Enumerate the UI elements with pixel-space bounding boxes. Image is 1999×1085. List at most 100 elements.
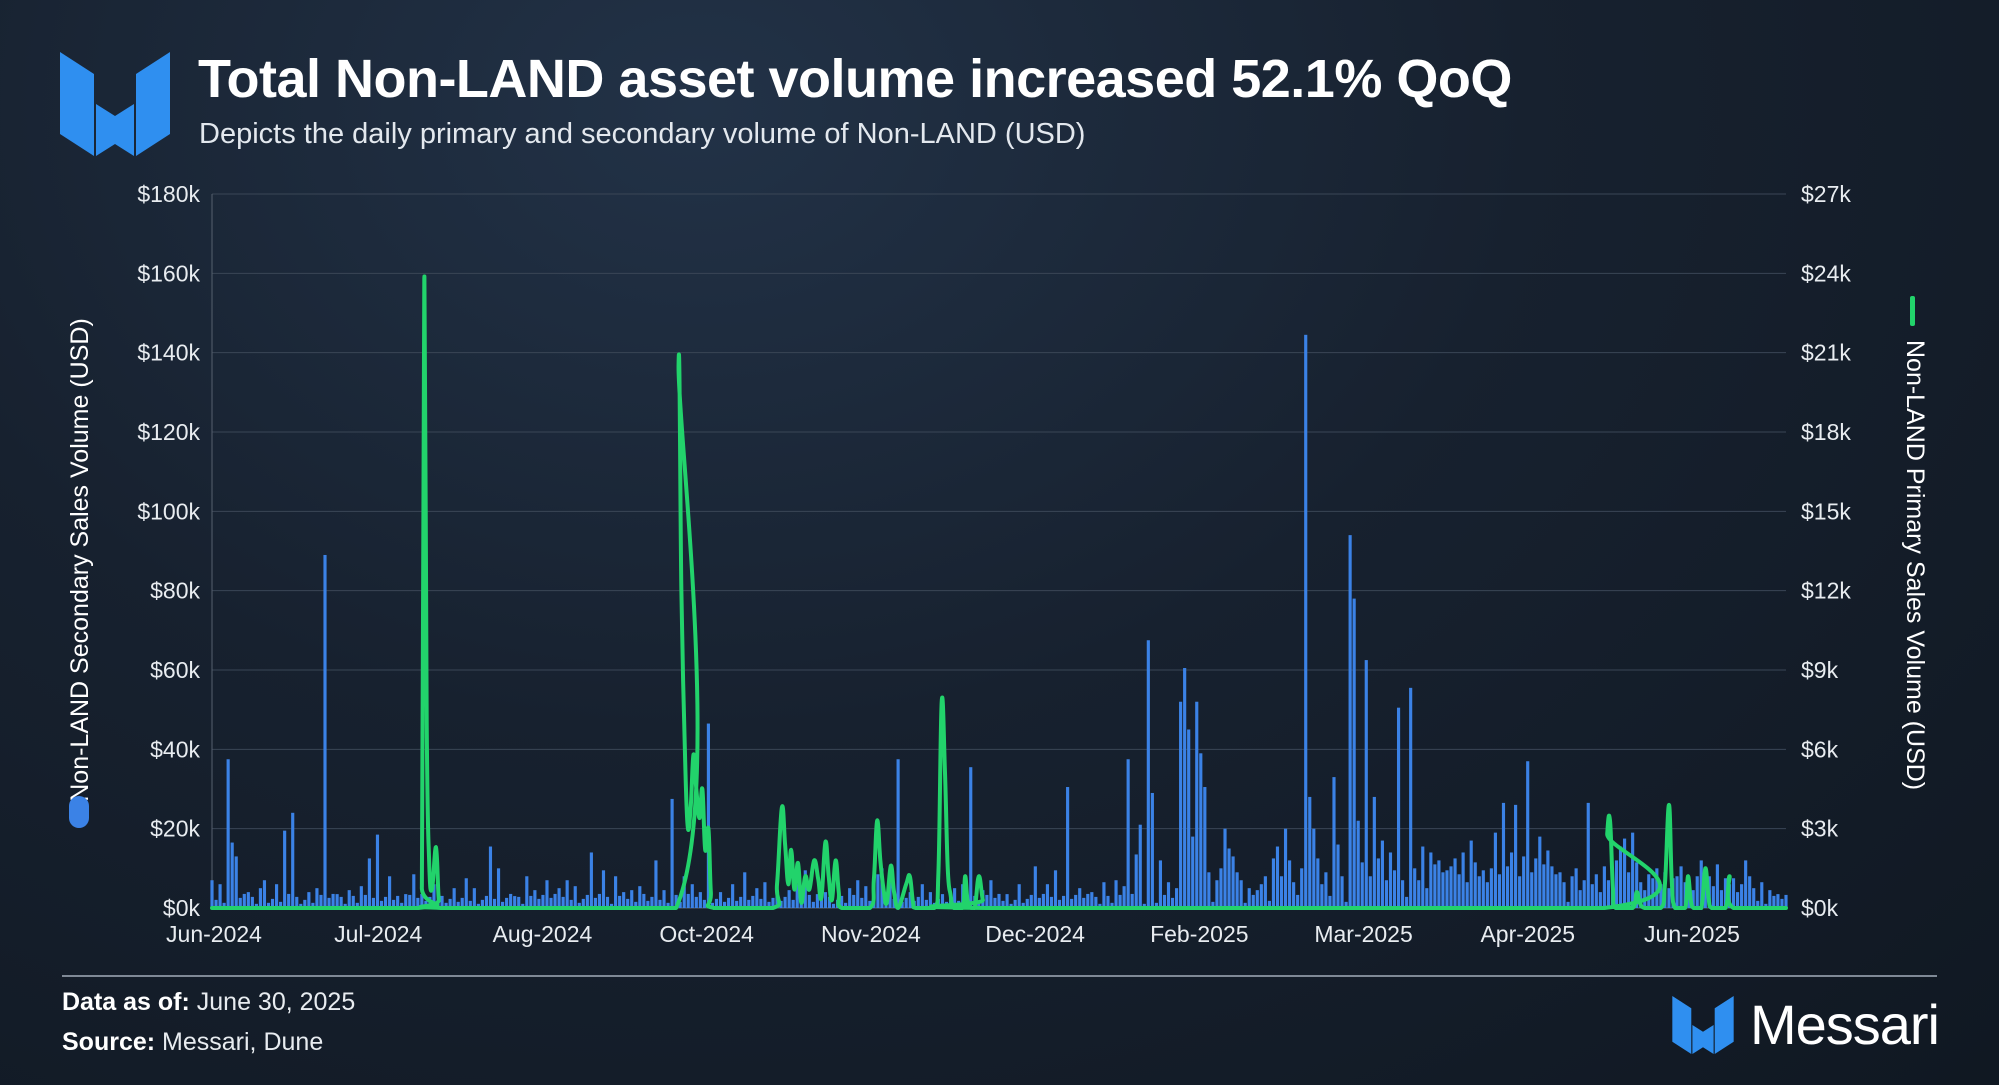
secondary-bar [1336, 844, 1340, 908]
secondary-bar [1166, 882, 1171, 908]
left-tick-label: $0k [163, 895, 201, 921]
secondary-bar [1045, 884, 1050, 908]
secondary-bar [1320, 884, 1324, 908]
secondary-bar [363, 894, 367, 908]
secondary-bar [1223, 828, 1227, 908]
secondary-bar [1037, 897, 1041, 908]
secondary-bar [1029, 894, 1033, 908]
secondary-bar [1752, 888, 1756, 908]
secondary-bar [230, 842, 234, 908]
secondary-bar [299, 903, 303, 908]
right-tick-label: $15k [1801, 498, 1851, 524]
secondary-bar [1175, 888, 1179, 908]
secondary-bar [1049, 896, 1054, 908]
left-tick-label: $20k [150, 816, 200, 842]
secondary-bar [1001, 900, 1005, 908]
secondary-bar [396, 895, 400, 908]
secondary-bar [1477, 876, 1481, 908]
right-axis-ticks: $0k $3k $6k $9k $12k $15k $18k $21k $24k $27k [1801, 181, 1851, 921]
secondary-bar [226, 759, 230, 908]
secondary-bar [856, 880, 860, 908]
secondary-bar [1635, 862, 1639, 908]
secondary-bar [1263, 876, 1267, 908]
secondary-bar [1756, 900, 1760, 908]
secondary-bar [1784, 894, 1788, 908]
secondary-bar [1340, 876, 1344, 908]
secondary-bar [916, 896, 920, 908]
secondary-bar [997, 893, 1001, 908]
secondary-bar [1542, 864, 1546, 908]
secondary-bar [1090, 892, 1094, 908]
secondary-bar [1009, 903, 1013, 908]
secondary-bar [1441, 872, 1445, 908]
secondary-bar [1215, 880, 1219, 908]
left-tick-label: $60k [150, 657, 200, 683]
secondary-bar [1130, 893, 1134, 908]
secondary-bar [1445, 870, 1449, 908]
secondary-bar [1723, 878, 1728, 908]
secondary-bar [1622, 838, 1627, 908]
secondary-bar [1348, 535, 1352, 908]
secondary-bar [1715, 864, 1719, 908]
secondary-bar [791, 899, 795, 908]
secondary-bar [1582, 880, 1586, 908]
secondary-bar [1259, 884, 1263, 908]
secondary-bar [827, 896, 832, 908]
secondary-bar [537, 898, 541, 908]
left-axis-label: Non-LAND Secondary Sales Volume (USD) [66, 318, 94, 802]
secondary-bar [1614, 860, 1619, 908]
secondary-bar [573, 886, 577, 908]
secondary-bar [1566, 901, 1570, 908]
secondary-bar [452, 888, 456, 908]
secondary-bar [1473, 862, 1477, 908]
secondary-bar [1138, 824, 1142, 908]
secondary-bar [977, 902, 981, 908]
secondary-bar [1530, 872, 1534, 908]
secondary-bar [1195, 701, 1199, 908]
secondary-bar [694, 896, 698, 908]
secondary-bar [501, 901, 505, 908]
messari-logo-icon [60, 52, 170, 156]
secondary-bar [1013, 899, 1017, 908]
secondary-bar [283, 830, 287, 908]
secondary-bar [1509, 852, 1514, 908]
x-tick-label: Jun-2024 [166, 921, 262, 947]
brand-logo: Messari [1672, 992, 1940, 1057]
secondary-bar [908, 892, 912, 908]
secondary-bar [1497, 874, 1502, 908]
secondary-bar [1312, 828, 1316, 908]
right-tick-label: $6k [1801, 736, 1839, 762]
secondary-bar [1546, 850, 1550, 908]
secondary-bar [1485, 882, 1489, 908]
secondary-bar [1392, 870, 1397, 908]
secondary-bar [1070, 898, 1074, 908]
secondary-bar [787, 890, 791, 908]
secondary-bar [1586, 802, 1590, 908]
secondary-bar [1647, 874, 1651, 908]
secondary-bar [807, 894, 811, 908]
secondary-bar [731, 884, 735, 908]
secondary-bar [1719, 890, 1723, 908]
secondary-bar [1098, 903, 1102, 908]
secondary-bar [315, 888, 319, 908]
secondary-bar [383, 896, 388, 908]
secondary-bar [702, 899, 706, 908]
messari-small-logo-icon [1672, 995, 1734, 1054]
x-tick-label: Nov-2024 [821, 921, 921, 947]
secondary-bar [468, 900, 472, 908]
x-tick-label: Dec-2024 [985, 921, 1085, 947]
secondary-bar [1602, 866, 1606, 908]
secondary-bar [1437, 860, 1441, 908]
secondary-bar [747, 899, 751, 908]
right-tick-label: $12k [1801, 578, 1851, 604]
secondary-bar [1235, 872, 1239, 908]
secondary-bar [525, 876, 529, 908]
secondary-bar [1380, 840, 1384, 908]
secondary-bar [1578, 890, 1582, 908]
secondary-bar [1659, 884, 1663, 908]
secondary-bar [1606, 880, 1610, 908]
secondary-bar [799, 902, 803, 908]
secondary-bar [900, 901, 904, 908]
secondary-bar [1433, 864, 1437, 908]
secondary-bar [238, 897, 242, 908]
